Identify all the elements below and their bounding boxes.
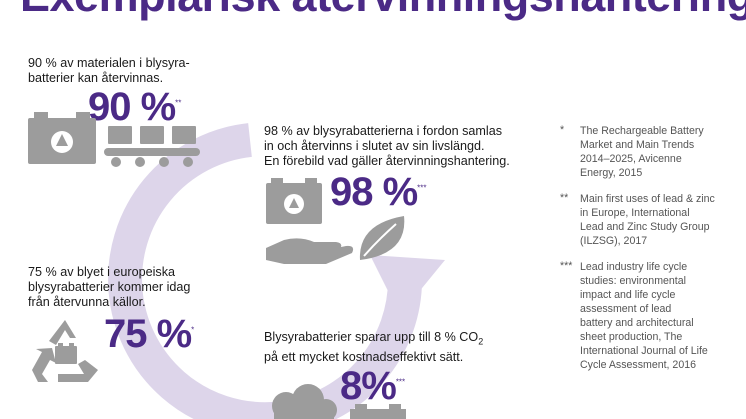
stat-75-value: 75 %*: [104, 312, 195, 356]
footnote-1: * The Rechargeable Battery Market and Ma…: [560, 124, 704, 179]
footnote-3: *** Lead industry life cycle studies: en…: [560, 260, 708, 371]
stat-90-text: 90 % av materialen i blysyra- batterier …: [28, 56, 190, 85]
stat-8-text: Blysyrabatterier sparar upp till 8 % CO2…: [264, 330, 484, 364]
leaf-icon: [359, 216, 405, 260]
cloud-icon: [272, 384, 337, 419]
battery-icon-2: [266, 178, 322, 224]
stat-8-value: 8%***: [340, 364, 406, 408]
stat-98-value: 98 %***: [330, 170, 427, 214]
footnote-2: ** Main first uses of lead & zinc in Eur…: [560, 192, 715, 247]
hand-icon: [266, 238, 354, 264]
footnotes: * The Rechargeable Battery Market and Ma…: [560, 124, 740, 372]
battery-icon-3: [350, 404, 406, 419]
page-title: Exemplarisk återvinningshantering: [20, 0, 746, 22]
stat-90-value: 90 %**: [88, 85, 182, 129]
recycle-battery-icon: [32, 320, 98, 382]
stat-75-text: 75 % av blyet i europeiska blysyrabatter…: [28, 265, 191, 309]
stat-98-text: 98 % av blysyrabatterierna i fordon saml…: [264, 124, 510, 168]
conveyor-batteries-icon: [104, 126, 200, 167]
battery-icon: [28, 112, 96, 164]
